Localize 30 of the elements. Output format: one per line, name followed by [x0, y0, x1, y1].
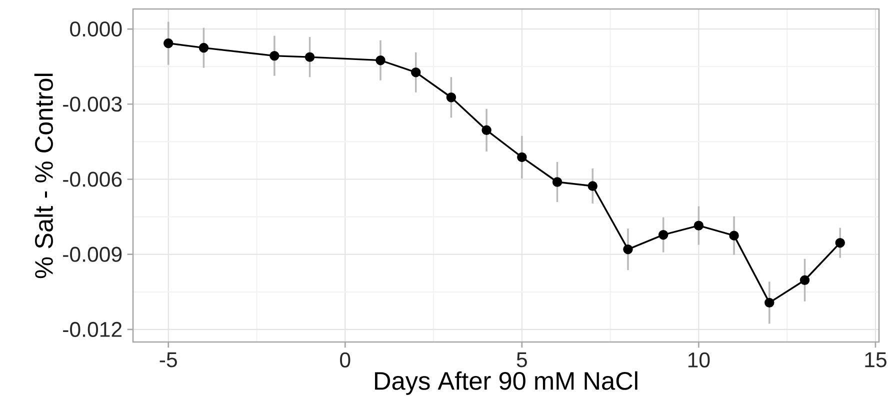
- point: [764, 298, 774, 308]
- point: [835, 238, 845, 248]
- x-tick-label: -5: [160, 352, 177, 368]
- point: [729, 230, 739, 240]
- y-tick-label: 0.000: [70, 21, 122, 37]
- point: [517, 152, 527, 162]
- x-tick-label: 5: [516, 352, 527, 368]
- x-tick-label: 0: [340, 352, 350, 368]
- point: [446, 92, 456, 102]
- point: [800, 275, 810, 286]
- y-tick-label: -0.009: [63, 246, 122, 262]
- point: [552, 177, 562, 187]
- point: [198, 42, 209, 53]
- x-tick-label: 10: [688, 352, 710, 368]
- y-tick-label: -0.003: [63, 96, 122, 112]
- point: [270, 50, 280, 61]
- point: [658, 230, 668, 240]
- point: [410, 67, 421, 78]
- point: [376, 55, 386, 66]
- point: [588, 181, 598, 191]
- point: [623, 244, 633, 254]
- y-tick-label: -0.006: [63, 172, 122, 187]
- point: [164, 38, 174, 48]
- y-axis-title: % Salt - % Control: [34, 74, 53, 278]
- y-tick-label: -0.012: [63, 322, 122, 338]
- point: [694, 220, 704, 230]
- x-tick-label: 15: [865, 352, 886, 368]
- x-axis-title: Days After 90 mM NaCl: [375, 371, 638, 395]
- point: [304, 52, 315, 62]
- point: [482, 125, 492, 136]
